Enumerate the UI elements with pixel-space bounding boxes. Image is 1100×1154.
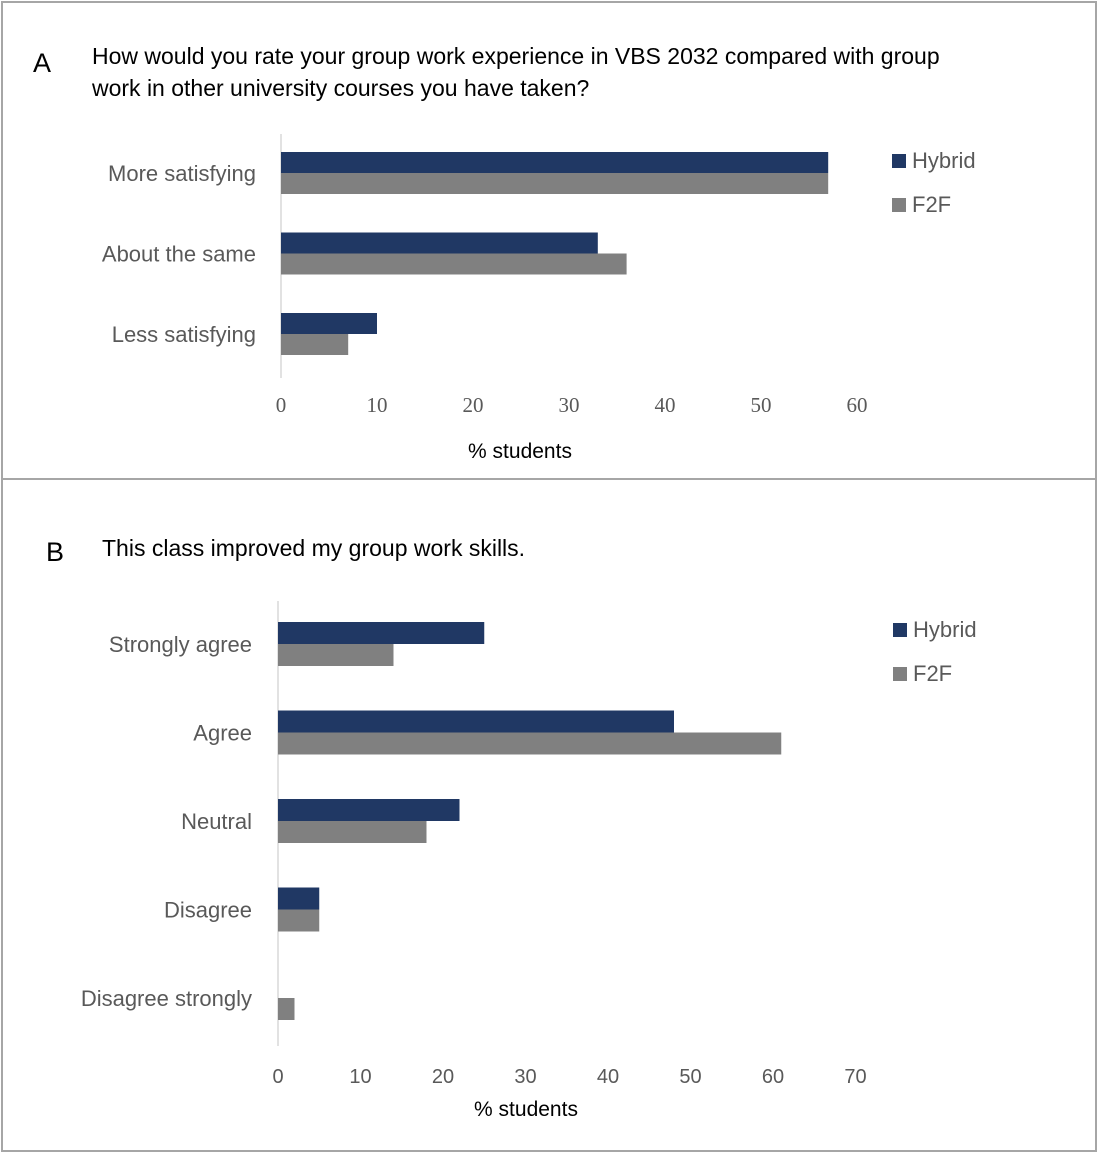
chart-b-svg: B This class improved my group work skil…: [46, 535, 977, 1121]
chart-panel-b: B This class improved my group work skil…: [1, 478, 1097, 1152]
bar-f2f-less-satisfying: [281, 334, 349, 355]
legend-label-f2f: F2F: [913, 661, 952, 686]
legend-swatch-f2f: [892, 198, 906, 212]
question-b-line-1: This class improved my group work skills…: [102, 535, 525, 561]
x-tick-label: 40: [597, 1066, 619, 1088]
chart-a-svg: A How would you rate your group work exp…: [33, 43, 976, 463]
x-tick-label: 10: [349, 1066, 371, 1088]
category-label: Disagree strongly: [81, 986, 252, 1011]
legend-swatch-hybrid: [892, 154, 906, 168]
x-tick-label: 30: [514, 1066, 536, 1088]
category-label: Disagree: [164, 898, 252, 923]
category-label: More satisfying: [108, 161, 256, 186]
plot-area-b: Strongly agree Agree Neutral Disagree Disagr…: [81, 601, 977, 1088]
bar-hybrid-neutral: [278, 799, 460, 821]
bar-f2f-strongly-agree: [278, 644, 394, 666]
bar-f2f-neutral: [278, 821, 427, 843]
bar-f2f-more-satisfying: [281, 173, 829, 194]
bar-hybrid-disagree: [278, 887, 320, 910]
legend-swatch-hybrid: [893, 623, 907, 637]
bar-hybrid-agree: [278, 710, 674, 733]
x-tick-label: 70: [844, 1066, 866, 1088]
legend-label-hybrid: Hybrid: [912, 148, 976, 173]
x-tick-label: 50: [679, 1066, 701, 1088]
x-axis-title-a: % students: [468, 440, 572, 463]
category-label: Agree: [193, 721, 252, 746]
x-tick-label: 30: [559, 393, 580, 417]
bar-hybrid-less-satisfying: [281, 313, 377, 334]
legend-swatch-f2f: [893, 667, 907, 681]
category-label: Neutral: [181, 809, 252, 834]
x-tick-label: 60: [847, 393, 868, 417]
bar-f2f-about-the-same: [281, 253, 627, 275]
bar-hybrid-about-the-same: [281, 232, 598, 254]
panel-label-b: B: [46, 537, 64, 567]
legend-label-f2f: F2F: [912, 192, 951, 217]
x-tick-label: 50: [751, 393, 772, 417]
plot-area-a: More satisfying About the same Less satisf…: [102, 134, 976, 417]
x-tick-label: 10: [367, 393, 388, 417]
chart-panel-a: A How would you rate your group work exp…: [1, 1, 1097, 480]
bar-f2f-disagree-strongly: [278, 998, 295, 1020]
x-tick-label: 60: [762, 1066, 784, 1088]
category-label: Strongly agree: [109, 632, 252, 657]
category-label: Less satisfying: [112, 322, 256, 347]
category-label: About the same: [102, 242, 256, 267]
legend-label-hybrid: Hybrid: [913, 617, 977, 642]
question-a-line-2: work in other university courses you hav…: [91, 75, 589, 101]
panel-label-a: A: [33, 48, 51, 78]
bar-hybrid-more-satisfying: [281, 152, 829, 173]
bar-f2f-disagree: [278, 909, 320, 932]
x-tick-label: 20: [432, 1066, 454, 1088]
x-axis-title-b: % students: [474, 1098, 578, 1121]
x-tick-label: 0: [272, 1066, 283, 1088]
x-tick-label: 0: [276, 393, 287, 417]
x-tick-label: 40: [655, 393, 676, 417]
x-tick-label: 20: [463, 393, 484, 417]
question-a-line-1: How would you rate your group work exper…: [92, 43, 940, 69]
bar-hybrid-strongly-agree: [278, 622, 485, 644]
bar-f2f-agree: [278, 732, 782, 755]
